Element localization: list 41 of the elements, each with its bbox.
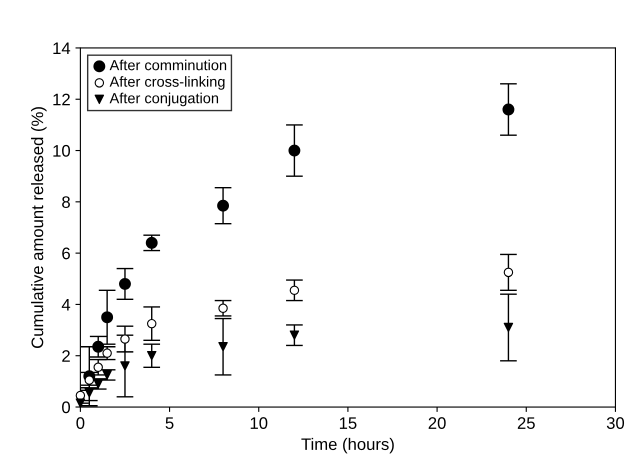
x-tick-label: 0: [76, 417, 84, 429]
point: [120, 334, 130, 344]
point: [290, 286, 300, 296]
x-tick-label: 20: [428, 417, 446, 429]
point: [290, 330, 300, 340]
y-tick-label: 10: [53, 144, 70, 157]
point: [504, 268, 514, 278]
x-tick-label: 10: [250, 417, 268, 429]
x-tick-label: 15: [340, 417, 356, 429]
point: [146, 236, 158, 249]
point: [147, 318, 156, 328]
point: [101, 311, 114, 324]
point: [120, 361, 130, 371]
y-tick-label: 14: [53, 42, 70, 54]
point: [218, 342, 228, 352]
point: [92, 340, 104, 353]
point: [502, 104, 514, 116]
y-tick-label: 8: [62, 196, 70, 208]
point: [504, 322, 514, 332]
x-tick-label: 30: [606, 417, 624, 429]
point: [84, 375, 94, 385]
legend-label: After comminution: [110, 60, 226, 70]
legend-label: After cross-linking: [110, 76, 224, 90]
point: [84, 388, 94, 398]
y-axis-title: Cumulative amount released (%): [31, 107, 47, 348]
legend-label: After conjugation: [110, 92, 218, 106]
y-tick-label: 4: [62, 299, 70, 310]
x-tick-label: 25: [518, 417, 535, 429]
point: [76, 398, 86, 408]
point: [119, 278, 131, 290]
point: [218, 304, 228, 313]
x-axis-title: Time (hours): [301, 438, 394, 454]
y-tick-label: 0: [62, 401, 70, 414]
y-tick-label: 2: [62, 350, 70, 362]
x-tick-label: 5: [166, 417, 174, 429]
point: [288, 144, 300, 156]
point: [147, 351, 156, 360]
point: [93, 362, 103, 372]
point: [217, 200, 229, 212]
y-tick-label: 12: [53, 94, 70, 106]
y-tick-label: 6: [62, 248, 70, 260]
